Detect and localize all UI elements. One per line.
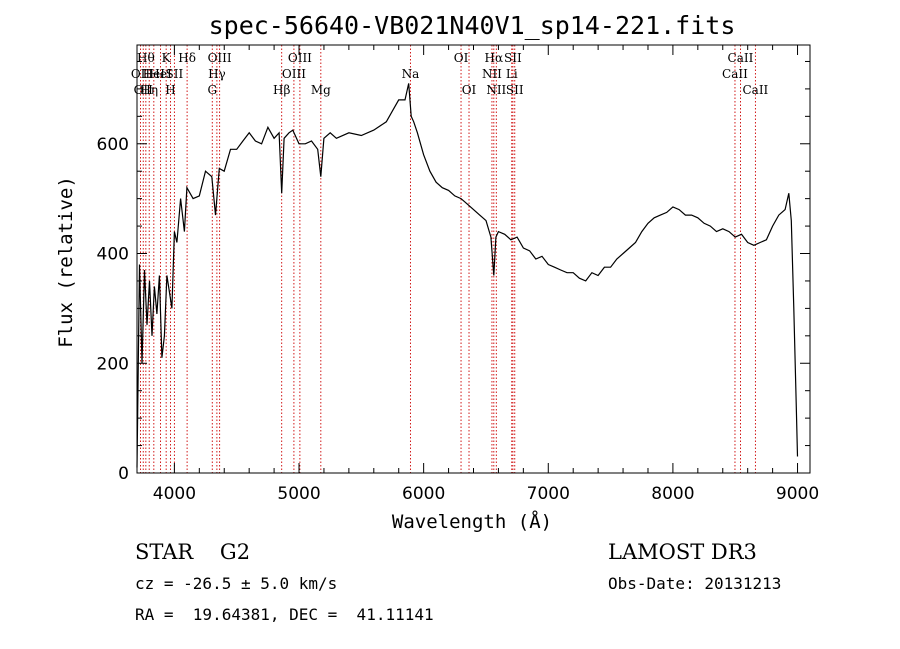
observation-date: Obs-Date: 20131213 [608,574,782,593]
x-tick-label: 5000 [277,484,320,504]
y-tick-label: 400 [97,245,129,265]
line-label-18: OI [454,51,469,65]
y-tick-label: 0 [118,464,129,484]
line-label-17: Na [402,67,420,81]
line-label-11: Hγ [208,67,226,81]
chart-title: spec-56640-VB021N40V1_sp14-221.fits [209,11,736,40]
x-tick-label: 4000 [153,484,196,504]
line-label-5: HeI [149,67,172,81]
spectrum-line [136,83,799,468]
y-axis-label: Flux (relative) [55,176,77,348]
survey-name: LAMOST DR3 [608,540,757,564]
line-label-8: SII [166,67,184,81]
y-tick-label: 200 [97,354,129,374]
line-label-13: Hβ [273,83,290,97]
y-tick-label: 600 [97,135,129,155]
coordinates-line: RA = 19.64381, DEC = 41.11141 [135,605,434,624]
line-label-27: CaII [728,51,754,65]
line-label-6: K [162,51,172,65]
line-label-2: Hθ [137,51,155,65]
line-label-1: OII [134,83,154,97]
line-label-12: OIII [208,51,232,65]
line-label-26: CaII [722,67,748,81]
line-label-21: Hα [485,51,504,65]
y-axis-ticks: 0 200 400 600 [97,60,810,484]
x-tick-label: 8000 [651,484,694,504]
line-label-4: HeI [143,67,166,81]
line-label-7: H [165,83,175,97]
redshift-line: cz = -26.5 ± 5.0 km/s [135,574,338,593]
x-tick-label: 7000 [527,484,570,504]
x-tick-label: 9000 [776,484,819,504]
spectral-line-markers [140,45,756,473]
x-axis-ticks: 4000 5000 6000 7000 8000 9000 [153,45,819,504]
line-label-15: OIII [288,51,312,65]
line-label-14: OIII [282,67,306,81]
line-label-16: Mg [311,83,331,97]
line-label-23: Li [506,67,518,81]
plot-frame [136,44,811,474]
x-axis-label: Wavelength (Å) [392,510,552,533]
line-label-9: Hδ [178,51,196,65]
line-label-28: CaII [742,83,768,97]
line-label-10: G [207,83,217,97]
line-label-3: Hη [140,83,158,97]
line-label-24: SII [504,51,522,65]
object-class: STAR G2 [135,540,251,564]
line-label-0: OII [131,67,151,81]
line-label-20: NII [482,67,502,81]
x-tick-label: 6000 [402,484,445,504]
line-label-25: SII [506,83,524,97]
line-label-19: OI [462,83,477,97]
line-label-22: NII [486,83,506,97]
